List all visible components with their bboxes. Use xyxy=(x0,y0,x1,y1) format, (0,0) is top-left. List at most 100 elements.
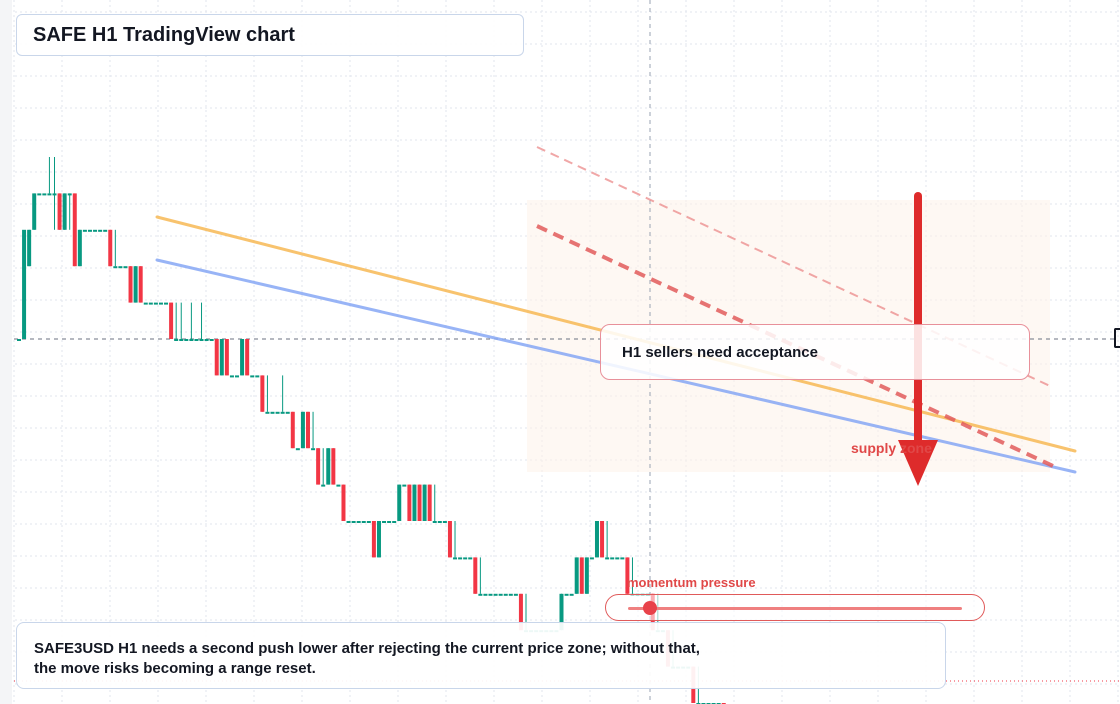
candle-body xyxy=(164,302,169,305)
candle xyxy=(346,521,351,523)
candle-body xyxy=(625,557,630,594)
candle-body xyxy=(442,521,447,523)
candle-body xyxy=(346,521,351,523)
candle xyxy=(77,229,82,267)
candle xyxy=(387,521,392,523)
candle-body xyxy=(27,229,32,267)
candle xyxy=(564,593,569,596)
candle xyxy=(442,521,447,523)
momentum-slider-handle[interactable] xyxy=(643,601,657,615)
candle xyxy=(260,375,265,412)
candle xyxy=(224,339,229,376)
candle-body xyxy=(493,593,498,596)
candle xyxy=(594,521,599,558)
candle-body xyxy=(87,229,92,232)
candle xyxy=(493,593,498,596)
candle-body xyxy=(412,484,417,521)
candle xyxy=(275,411,280,414)
momentum-slider[interactable] xyxy=(605,594,985,621)
candle-body xyxy=(361,521,366,523)
annotation-box[interactable]: H1 sellers need acceptance xyxy=(600,324,1030,380)
candle xyxy=(87,229,92,232)
candle-body xyxy=(290,411,295,449)
candle-body xyxy=(209,339,214,341)
candle-body xyxy=(98,229,103,232)
momentum-slider-track xyxy=(628,607,962,610)
candle-body xyxy=(569,593,574,596)
candle xyxy=(508,593,513,596)
candle xyxy=(463,557,468,560)
candle-body xyxy=(615,557,620,560)
candle xyxy=(326,448,331,485)
candle xyxy=(72,193,77,267)
candle-body xyxy=(275,411,280,414)
channel-lower-line[interactable] xyxy=(536,224,1054,468)
candle xyxy=(219,339,224,376)
candle xyxy=(579,557,584,594)
candle-body xyxy=(463,557,468,560)
candle xyxy=(437,521,442,523)
candle-body xyxy=(189,339,194,341)
candle-body xyxy=(108,229,113,267)
candle-body xyxy=(103,229,108,232)
candle-body xyxy=(255,375,260,378)
candle xyxy=(98,229,103,232)
candle xyxy=(366,521,371,523)
candle xyxy=(498,593,503,596)
candle-body xyxy=(199,339,204,341)
candle-body xyxy=(508,593,513,596)
candle-body xyxy=(295,448,300,451)
candle xyxy=(62,193,67,230)
candle xyxy=(503,593,508,596)
candle-body xyxy=(437,521,442,523)
candle xyxy=(605,521,610,560)
candle-body xyxy=(427,484,432,521)
candle-body xyxy=(179,339,184,341)
candle xyxy=(427,484,432,521)
candle-body xyxy=(204,339,209,341)
candle xyxy=(625,557,630,594)
candle-body xyxy=(17,339,21,341)
candle-body xyxy=(341,484,346,521)
candle xyxy=(250,375,255,378)
candle-body xyxy=(93,229,98,232)
candle-body xyxy=(610,557,615,560)
candle-body xyxy=(605,557,610,560)
caption-line-2: the move risks becoming a range reset. xyxy=(34,660,316,677)
candle xyxy=(483,593,488,596)
candle-body xyxy=(72,193,77,267)
candle xyxy=(184,339,189,341)
candle xyxy=(280,375,285,414)
candle-body xyxy=(371,521,376,558)
candle xyxy=(412,484,417,521)
candle xyxy=(123,266,128,269)
candle-body xyxy=(47,193,52,196)
candle-body xyxy=(113,266,118,269)
candle-body xyxy=(194,339,199,341)
candle xyxy=(584,557,589,594)
candle-body xyxy=(447,521,452,558)
candle xyxy=(153,302,158,305)
candle-body xyxy=(453,557,458,560)
candle-body xyxy=(250,375,255,378)
candle-body xyxy=(422,484,427,521)
candle-body xyxy=(57,193,62,230)
candle-body xyxy=(300,411,305,449)
candle xyxy=(42,193,47,196)
candle xyxy=(148,302,153,305)
candle xyxy=(204,339,209,341)
annotation-text: H1 sellers need acceptance xyxy=(622,343,818,361)
candle-body xyxy=(82,229,87,232)
candle xyxy=(209,339,214,341)
candle xyxy=(118,266,123,269)
candle xyxy=(376,521,381,558)
candle-body xyxy=(402,484,407,487)
candle xyxy=(245,339,250,376)
candle-body xyxy=(382,521,387,523)
candle xyxy=(321,448,326,487)
candle-body xyxy=(478,593,483,596)
candle xyxy=(17,339,21,341)
candle xyxy=(52,157,57,230)
candle-body xyxy=(503,593,508,596)
candle-body xyxy=(123,266,128,269)
